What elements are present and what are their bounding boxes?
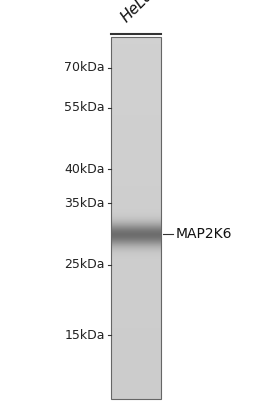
Text: MAP2K6: MAP2K6 [175, 227, 232, 241]
Text: 15kDa: 15kDa [65, 329, 105, 342]
Text: HeLa: HeLa [118, 0, 156, 25]
Bar [111, 37, 161, 399]
Text: 55kDa: 55kDa [64, 101, 105, 114]
Text: 25kDa: 25kDa [65, 259, 105, 271]
Text: 40kDa: 40kDa [65, 162, 105, 175]
Text: 70kDa: 70kDa [64, 61, 105, 74]
Text: 35kDa: 35kDa [65, 197, 105, 210]
